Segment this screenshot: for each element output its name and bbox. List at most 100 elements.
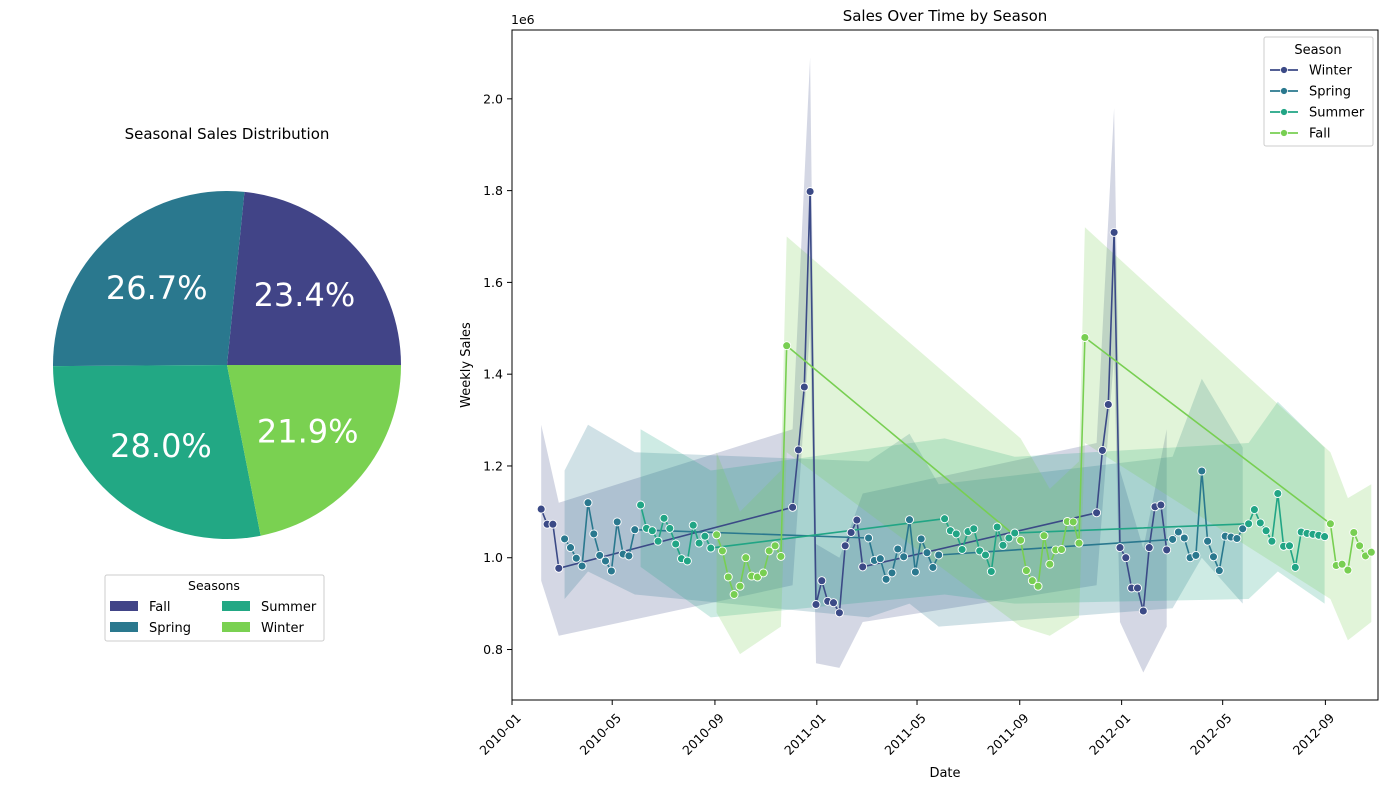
- y-tick-label: 1.0: [483, 550, 503, 565]
- point-summer: [1249, 505, 1259, 515]
- point-summer: [981, 550, 990, 560]
- pie-legend-label-fall: Fall: [149, 600, 170, 615]
- point-fall: [1057, 545, 1066, 554]
- ci-band-winter: [541, 57, 1167, 673]
- point-summer: [1255, 518, 1265, 528]
- line-legend-title: Season: [1294, 43, 1341, 58]
- pie-slice-summer: [53, 365, 261, 540]
- point-summer: [1320, 532, 1330, 542]
- point-spring: [934, 550, 944, 560]
- point-summer: [1244, 519, 1254, 529]
- x-tick-label: 2012-09: [1290, 710, 1338, 758]
- point-winter: [1103, 400, 1113, 409]
- point-fall: [1016, 535, 1026, 545]
- point-fall: [1027, 576, 1037, 586]
- point-fall: [770, 541, 780, 551]
- y-tick-label: 1.4: [483, 367, 503, 382]
- point-summer: [1267, 536, 1277, 546]
- pie-legend-swatch-winter: [222, 622, 250, 632]
- plot-area: [536, 57, 1376, 673]
- y-tick-label: 1.6: [483, 275, 503, 290]
- point-summer: [1273, 489, 1283, 498]
- point-fall: [1366, 547, 1376, 557]
- x-axis-label: Date: [929, 766, 960, 781]
- point-winter: [817, 576, 827, 586]
- x-tick-label: 2012-01: [1086, 710, 1134, 758]
- point-spring: [589, 529, 599, 539]
- point-fall: [1033, 581, 1043, 591]
- pie-slices: [52, 191, 401, 540]
- point-summer: [951, 529, 961, 539]
- point-spring: [1168, 534, 1178, 544]
- pie-label-fall: 23.4%: [254, 276, 356, 314]
- point-winter: [1162, 545, 1172, 555]
- pie-label-winter: 21.9%: [257, 412, 359, 450]
- point-fall: [1045, 559, 1055, 569]
- point-spring: [910, 567, 920, 577]
- legend-label-spring: Spring: [1309, 85, 1351, 100]
- point-fall: [764, 546, 774, 556]
- point-winter: [846, 528, 856, 537]
- point-spring: [905, 515, 914, 525]
- point-spring: [612, 517, 622, 527]
- pie-legend-items: Fall Spring Summer Winter: [110, 600, 317, 636]
- confidence-bands: [541, 57, 1372, 673]
- point-fall: [1080, 333, 1090, 342]
- x-tick-label: 2011-09: [984, 710, 1032, 758]
- point-spring: [875, 554, 885, 564]
- legend-label-winter: Winter: [1309, 64, 1353, 79]
- point-spring: [1173, 527, 1183, 537]
- point-winter: [554, 563, 564, 573]
- line-legend: Season Winter Spring Summer Fall: [1263, 36, 1374, 147]
- point-fall: [1337, 559, 1347, 569]
- line-chart: Sales Over Time by Season 0.8 1.0 1.2 1.4 1.…: [459, 7, 1379, 781]
- point-spring: [881, 574, 891, 584]
- point-fall: [1039, 531, 1049, 541]
- plot-frame: [511, 29, 1379, 701]
- point-summer: [682, 556, 692, 566]
- y-axis-label: Weekly Sales: [459, 322, 474, 408]
- legend-label-summer: Summer: [1309, 106, 1365, 121]
- y-offset-label: 1e6: [511, 12, 535, 27]
- point-summer: [940, 514, 950, 524]
- pie-chart: Seasonal Sales Distribution 23.4% 26.7% 28…: [52, 125, 401, 642]
- legend-marker-fall: [1280, 129, 1288, 137]
- legend-marker-spring: [1280, 87, 1288, 95]
- point-summer: [1290, 562, 1300, 572]
- point-spring: [928, 562, 938, 572]
- point-summer: [671, 539, 681, 549]
- point-fall: [758, 568, 768, 578]
- point-spring: [1179, 533, 1189, 543]
- point-spring: [1191, 550, 1201, 560]
- point-spring: [595, 550, 605, 560]
- point-winter: [1138, 606, 1148, 616]
- point-spring: [1238, 524, 1248, 534]
- pie-legend: Seasons Fall Spring Summer Winter: [104, 574, 325, 642]
- pie-slice-spring: [52, 191, 245, 367]
- pie-slice-fall: [227, 191, 401, 365]
- point-spring: [1197, 466, 1207, 476]
- legend-marker-winter: [1280, 66, 1288, 74]
- point-summer: [969, 524, 979, 534]
- point-spring: [1214, 566, 1224, 576]
- point-summer: [688, 520, 698, 530]
- pie-title: Seasonal Sales Distribution: [125, 125, 330, 143]
- point-summer: [957, 545, 967, 554]
- point-summer: [1010, 528, 1020, 538]
- point-spring: [864, 533, 874, 543]
- point-winter: [805, 187, 815, 196]
- y-tick-label: 0.8: [483, 642, 503, 657]
- point-fall: [729, 590, 739, 599]
- point-winter: [1156, 500, 1166, 510]
- point-spring: [601, 556, 610, 566]
- point-winter: [1109, 227, 1119, 237]
- point-spring: [922, 548, 932, 558]
- point-winter: [799, 382, 809, 392]
- point-fall: [712, 530, 722, 540]
- x-tick-label: 2011-01: [781, 710, 829, 758]
- x-tick-label: 2010-01: [476, 710, 524, 758]
- point-summer: [1261, 526, 1271, 536]
- point-fall: [1068, 517, 1078, 527]
- point-winter: [852, 515, 862, 525]
